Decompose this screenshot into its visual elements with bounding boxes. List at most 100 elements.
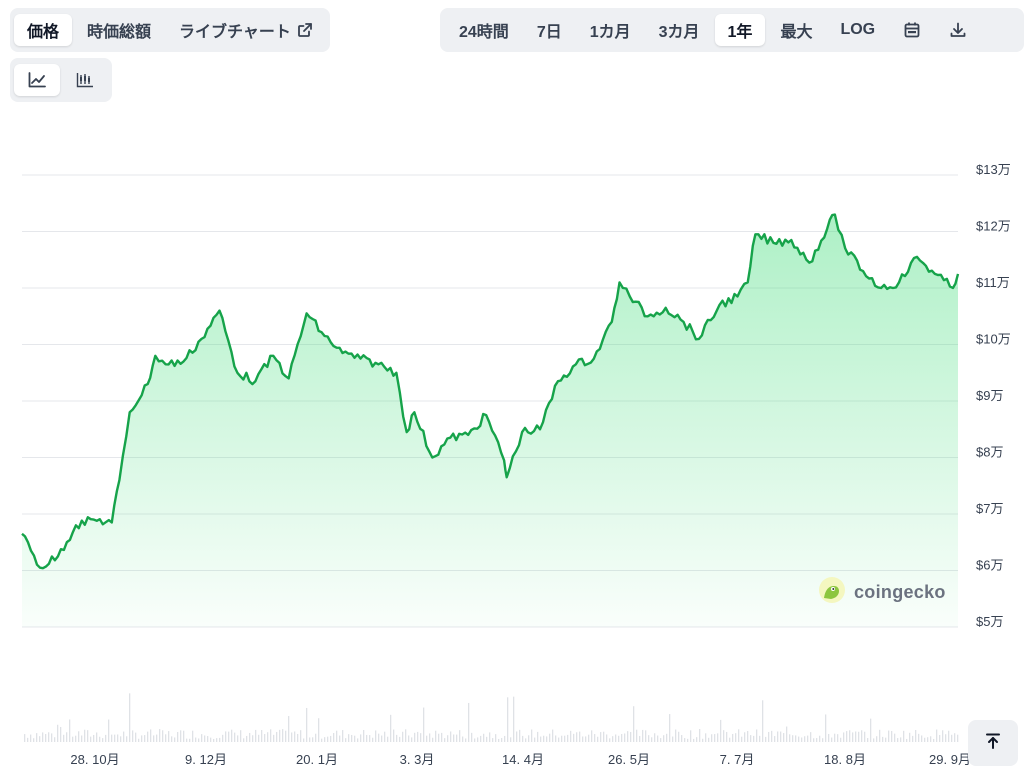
volume-bar [183,730,185,742]
volume-bar [105,734,107,742]
volume-bar [87,730,89,742]
volume-bar [744,732,746,742]
volume-bar [612,736,614,742]
volume-bar [468,702,470,742]
volume-bar [933,738,935,742]
calendar-button[interactable] [890,14,934,46]
volume-bar [750,735,752,742]
volume-bar [135,732,137,742]
volume-bar [57,724,59,742]
volume-bar [693,738,695,742]
volume-bar [63,734,65,742]
range-log[interactable]: LOG [827,14,888,46]
volume-bar [579,731,581,742]
x-axis-labels: 28. 10月 9. 12月 20. 1月 3. 3月 14. 4月 26. 5月 7. 7… [70,752,971,767]
volume-bar [807,735,809,742]
volume-bar [36,733,38,742]
volume-bar [636,729,638,742]
volume-bar [342,730,344,742]
range-1y[interactable]: 1年 [714,14,766,46]
volume-bar [393,729,395,742]
volume-bar [384,731,386,742]
candlestick-button[interactable] [62,64,108,96]
volume-bar [567,734,569,742]
y-tick-label: $8万 [976,445,1003,460]
volume-bar [492,738,494,742]
y-axis-labels: $5万 $6万 $7万 $8万 $9万 $10万 $11万 $12万 $13万 [976,162,1011,629]
volume-bar [534,737,536,742]
range-max[interactable]: 最大 [767,14,825,46]
y-tick-label: $6万 [976,558,1003,573]
volume-bar [378,733,380,742]
range-24h-label: 24時間 [459,24,509,41]
volume-bar [756,729,758,742]
volume-bar [27,737,29,742]
volume-bar [309,737,311,742]
range-7d[interactable]: 7日 [524,14,575,46]
volume-bar [150,729,152,742]
volume-bar [387,736,389,742]
volume-bar [126,736,128,742]
volume-bar [885,737,887,742]
volume-bar [759,735,761,742]
volume-bar [519,729,521,742]
volume-bar [789,734,791,742]
volume-bar [726,731,728,742]
volume-bar [75,735,77,742]
volume-bar [498,738,500,742]
tab-market-cap-label: 時価総額 [87,24,152,41]
volume-bar [465,738,467,742]
volume-bar [249,732,251,742]
volume-bar [660,738,662,742]
tab-live-chart[interactable]: ライブチャート [166,14,326,46]
volume-bar [69,719,71,742]
volume-bar [957,734,959,742]
volume-bar [822,738,824,742]
scroll-top-button[interactable] [968,720,1018,766]
volume-bar [735,733,737,742]
line-chart-button[interactable] [14,64,60,96]
volume-bar [402,731,404,742]
volume-bar [204,735,206,742]
volume-bar [417,731,419,742]
volume-bar [480,735,482,742]
range-3m[interactable]: 3カ月 [646,14,713,46]
volume-bar [450,731,452,742]
download-button[interactable] [936,14,980,46]
volume-bar [729,737,731,742]
volume-bar [240,730,242,742]
y-tick-label: $5万 [976,614,1003,629]
volume-bar [666,733,668,742]
y-tick-label: $13万 [976,162,1011,177]
volume-bar [816,738,818,742]
volume-bar [147,731,149,742]
volume-bar [114,734,116,742]
volume-bar [303,738,305,742]
volume-bar [333,733,335,742]
range-24h[interactable]: 24時間 [446,14,522,46]
range-7d-label: 7日 [536,24,562,41]
volume-bar [516,731,518,742]
tab-price[interactable]: 価格 [14,14,73,46]
calendar-icon [903,21,921,39]
price-area [22,214,958,627]
volume-bar [255,729,257,742]
volume-bar [408,735,410,742]
volume-bar [432,737,434,742]
tab-market-cap[interactable]: 時価総額 [74,14,164,46]
volume-bar [585,736,587,742]
volume-bar [213,738,215,742]
metric-tabs: 価格 時価総額 ライブチャート [10,8,330,52]
range-1m[interactable]: 1カ月 [577,14,644,46]
volume-bar [867,738,869,742]
volume-bar [489,732,491,742]
volume-bar [834,733,836,742]
volume-bar [396,734,398,742]
volume-bar [855,731,857,742]
volume-bar [570,730,572,742]
volume-bar [354,735,356,742]
volume-bar [195,737,197,742]
volume-bar [48,732,50,742]
volume-bar [81,735,83,742]
